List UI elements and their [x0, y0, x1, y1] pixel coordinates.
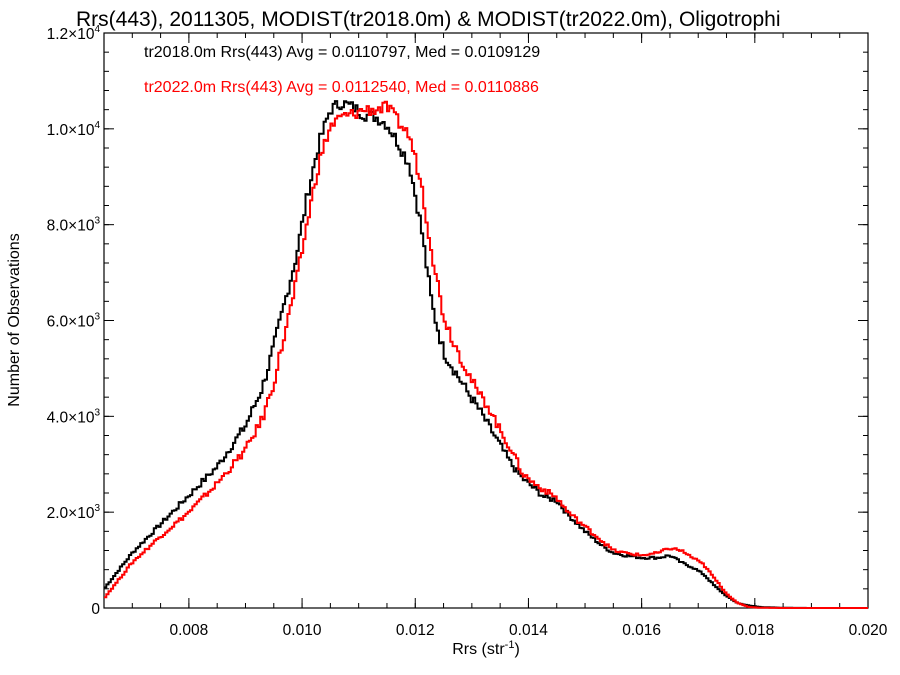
y-tick-label: 4.0×103: [47, 407, 101, 426]
y-tick-label: 1.2×104: [47, 24, 101, 43]
x-tick-label: 0.016: [622, 622, 661, 639]
y-tick-label: 6.0×103: [47, 312, 101, 331]
y-tick-label: 8.0×103: [47, 216, 101, 235]
x-tick-label: 0.018: [735, 622, 774, 639]
plot-frame: [103, 32, 869, 609]
x-tick-label: 0.008: [169, 622, 208, 639]
y-axis: 0 2.0×103 4.0×103 6.0×103 8.0×103 1.0×104 1.2×…: [47, 24, 868, 618]
series-line-tr2018: [104, 100, 868, 609]
y-tick-label: 1.0×104: [47, 120, 101, 139]
chart-title: Rrs(443), 2011305, MODIST(tr2018.0m) & M…: [76, 8, 781, 31]
y-tick-label: 2.0×103: [47, 503, 101, 522]
x-axis-label: Rrs (str-1): [452, 639, 520, 658]
x-tick-label: 0.010: [283, 622, 322, 639]
x-tick-label: 0.012: [396, 622, 435, 639]
legend-entry-tr2018: tr2018.0m Rrs(443) Avg = 0.0110797, Med …: [144, 44, 540, 61]
series-line-tr2022: [104, 100, 868, 609]
legend-entry-tr2022: tr2022.0m Rrs(443) Avg = 0.0112540, Med …: [144, 79, 539, 96]
x-axis: 0.008 0.010 0.012 0.014 0.016 0.018 0.020: [103, 33, 888, 639]
x-tick-label: 0.020: [849, 622, 888, 639]
x-tick-label: 0.014: [509, 622, 548, 639]
y-axis-label: Number of Observations: [6, 233, 23, 406]
series-group: [104, 100, 868, 609]
y-tick-label: 0: [91, 601, 100, 618]
